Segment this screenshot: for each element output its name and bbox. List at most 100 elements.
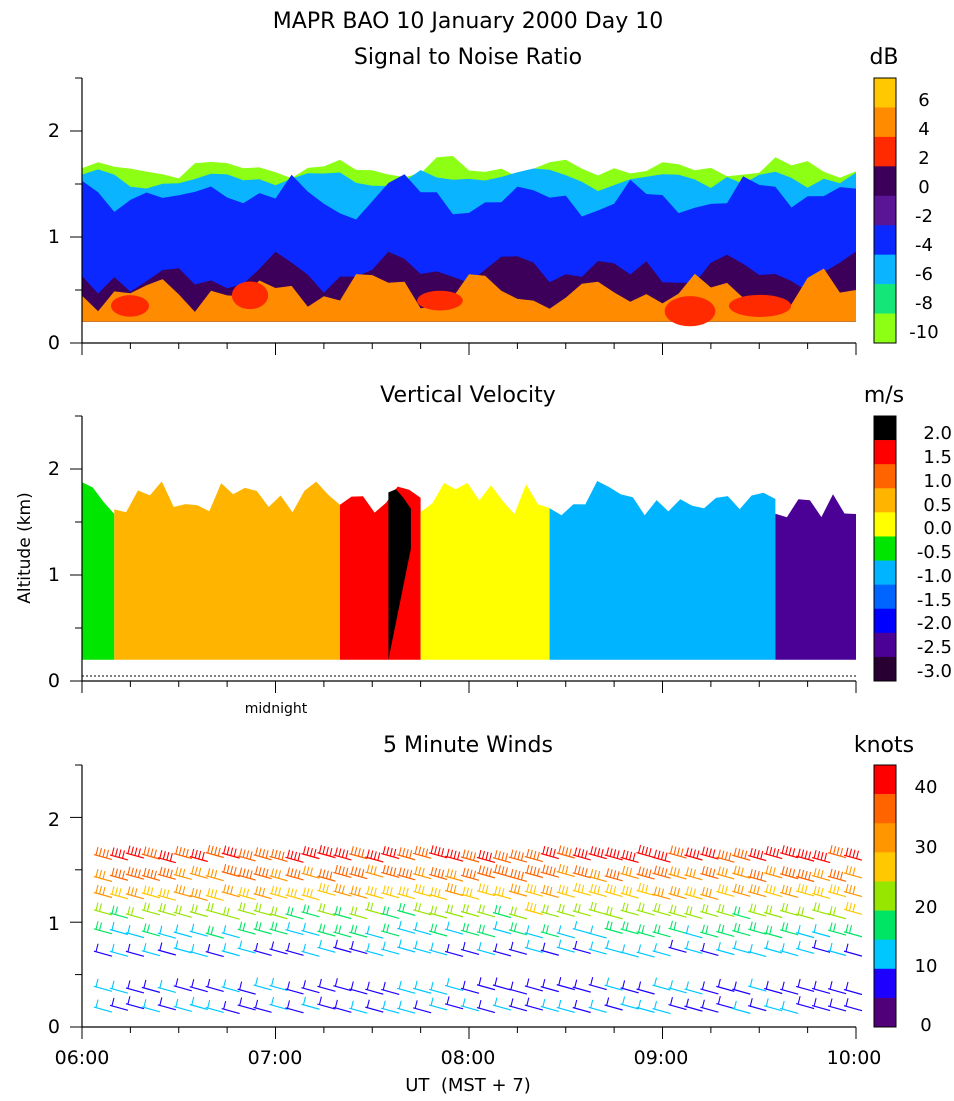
wind-barb-flag <box>808 871 812 881</box>
wind-barb-flag <box>143 943 147 952</box>
wind-barb <box>492 886 512 900</box>
wind-barb <box>428 886 448 901</box>
wind-barb <box>636 866 655 880</box>
wind-barb-flag <box>829 942 833 952</box>
wind-barb-shaft <box>748 1005 767 1012</box>
wind-barb-flag <box>606 997 610 1006</box>
wind-barb-flag <box>441 869 445 879</box>
wind-barb-flag <box>421 868 425 877</box>
wind-barb <box>748 998 767 1012</box>
wind-barb <box>397 920 416 934</box>
wind-barb-flag <box>478 999 482 1009</box>
wind-barb-shaft <box>317 946 336 953</box>
wind-barb-flag <box>638 845 642 854</box>
wind-barb-flag <box>255 902 259 912</box>
wind-barb-shaft <box>572 927 591 935</box>
wind-barb-flag <box>829 884 833 893</box>
wind-barb-flag <box>676 868 681 877</box>
wind-barb <box>572 940 591 954</box>
wind-barb <box>764 925 783 939</box>
wind-barb <box>795 848 815 862</box>
wind-barb-flag <box>781 1000 785 1010</box>
wind-barb-flag <box>207 844 211 854</box>
wind-barb-flag <box>590 941 594 950</box>
wind-barb-flag <box>357 887 361 896</box>
wind-barb <box>476 941 496 956</box>
wind-barb-flag <box>325 870 329 879</box>
wind-barb-flag <box>584 868 588 877</box>
wind-barb <box>843 901 863 915</box>
wind-barb <box>795 940 815 954</box>
winds-colorbar-label: 20 <box>915 897 938 918</box>
wind-barb-flag <box>398 1000 402 1009</box>
wind-barb-flag <box>606 920 610 930</box>
wind-barb-flag <box>804 870 808 880</box>
wind-barb-flag <box>494 977 498 986</box>
wind-barb <box>125 996 145 1010</box>
wind-barb-flag <box>481 866 486 875</box>
wind-barb-flag <box>350 924 354 933</box>
wind-barb-flag <box>708 867 712 877</box>
wind-barb-flag <box>785 885 789 895</box>
wind-barb-flag <box>721 884 725 894</box>
wind-barb-shaft <box>397 909 416 916</box>
wind-barb-flag <box>98 847 103 857</box>
wind-barb-flag <box>769 846 773 856</box>
wind-barb-flag <box>685 886 689 895</box>
wind-barb <box>93 978 113 992</box>
wind-barb-flag <box>373 851 377 860</box>
winds-colorbar <box>873 764 897 1028</box>
colorbar-swatch <box>874 632 896 658</box>
wind-barb-flag <box>478 904 482 913</box>
wind-barb <box>652 865 671 879</box>
wind-barb-flag <box>350 885 354 894</box>
vv-region <box>82 482 115 660</box>
wind-barb-shaft <box>189 986 208 993</box>
wind-barb-flag <box>606 940 610 949</box>
wind-barb-flag <box>669 904 674 913</box>
wind-barb-flag <box>574 999 578 1009</box>
wind-barb-flag <box>386 865 390 875</box>
colorbar-swatch <box>874 881 896 911</box>
wind-barb-shaft <box>668 911 687 918</box>
wind-barb-shaft <box>588 984 607 991</box>
wind-barb-shaft <box>780 950 799 957</box>
colorbar-swatch <box>874 195 896 226</box>
wind-barb-flag <box>345 850 349 859</box>
wind-barb-flag <box>382 885 386 894</box>
wind-barb-flag <box>536 867 540 877</box>
wind-barb-flag <box>616 871 620 880</box>
wind-barb <box>700 924 719 938</box>
wind-barb-flag <box>712 868 716 878</box>
wind-barb-shaft <box>492 1004 512 1011</box>
wind-barb-shaft <box>205 909 224 916</box>
wind-barb <box>780 866 799 880</box>
wind-barb-flag <box>653 849 658 858</box>
wind-barb-flag <box>494 864 498 873</box>
winds-unit: knots <box>854 733 914 758</box>
vertical-velocity-panel: Vertical Velocity m/s 0 1 2 Altitude (km… <box>15 383 952 717</box>
wind-barb-flag <box>134 868 138 877</box>
wind-barb-flag <box>581 884 585 893</box>
wind-barb <box>811 924 831 938</box>
wind-barb <box>540 845 559 860</box>
wind-barb-flag <box>370 865 374 874</box>
wind-barb-flag <box>146 924 150 933</box>
wind-barb-shaft <box>444 984 464 992</box>
wind-barb-flag <box>223 925 227 934</box>
colorbar-swatch <box>874 440 896 465</box>
wind-barb <box>572 920 591 935</box>
wind-barb-flag <box>840 848 844 857</box>
wind-barb-flag <box>370 902 374 912</box>
wind-barb-flag <box>717 996 721 1005</box>
wind-barb-flag <box>111 905 115 914</box>
wind-barb-flag <box>501 866 505 875</box>
wind-barb <box>700 886 719 901</box>
wind-barb-flag <box>708 848 712 857</box>
wind-barb <box>109 886 129 900</box>
wind-barb-flag <box>520 852 524 861</box>
wind-barb-flag <box>733 940 737 949</box>
wind-barb-flag <box>334 978 338 987</box>
wind-barb <box>764 904 783 919</box>
wind-barb <box>652 903 671 917</box>
